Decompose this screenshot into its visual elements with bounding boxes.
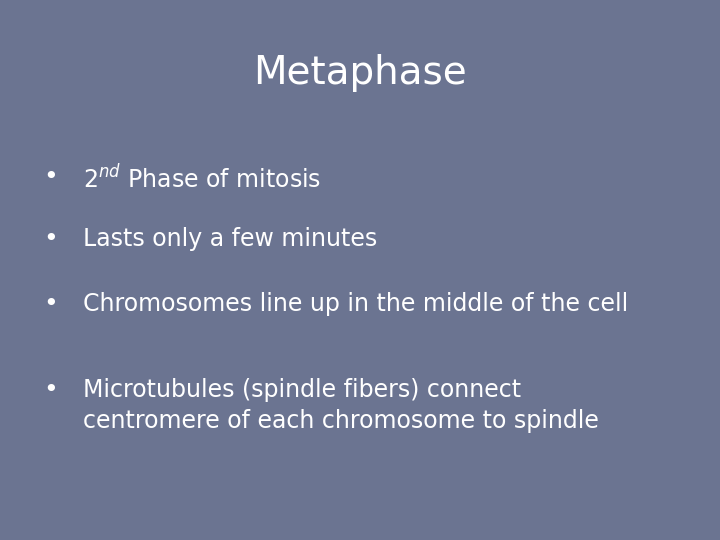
Text: •: • [43, 227, 58, 251]
Text: •: • [43, 292, 58, 315]
Text: Lasts only a few minutes: Lasts only a few minutes [83, 227, 377, 251]
Text: Metaphase: Metaphase [253, 54, 467, 92]
Text: Microtubules (spindle fibers) connect
centromere of each chromosome to spindle: Microtubules (spindle fibers) connect ce… [83, 378, 598, 433]
Text: •: • [43, 165, 58, 188]
Text: •: • [43, 378, 58, 402]
Text: Chromosomes line up in the middle of the cell: Chromosomes line up in the middle of the… [83, 292, 628, 315]
Text: 2$^{nd}$ Phase of mitosis: 2$^{nd}$ Phase of mitosis [83, 165, 321, 193]
